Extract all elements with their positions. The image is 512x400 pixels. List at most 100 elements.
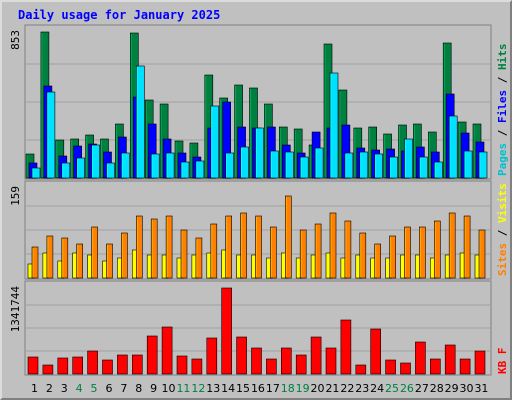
pages-bar [61, 162, 71, 179]
day-label: 4 [76, 382, 83, 395]
sites-bar [136, 215, 143, 279]
visits-panel-border [24, 180, 492, 280]
kbytes-panel-border [24, 280, 492, 376]
kbytes-panel-ymax-label: 1341744 [9, 286, 22, 333]
sites-bar [165, 215, 173, 279]
kbytes-bar [42, 364, 54, 375]
pages-bar [150, 153, 160, 179]
legend-entry: / [496, 70, 509, 90]
kbytes-bar [385, 359, 396, 375]
visits-panel-legend: Sites / Visits [496, 183, 509, 276]
sites-bar [31, 246, 39, 279]
kbytes-bar [161, 326, 173, 375]
pages-bar [404, 138, 413, 179]
sites-bar [299, 229, 307, 279]
kbytes-bar [370, 328, 382, 375]
pages-bar [314, 147, 324, 179]
day-label: 7 [120, 382, 127, 395]
sites-bar [46, 235, 54, 279]
kbytes-bar [206, 337, 218, 375]
kbytes-bar [57, 357, 69, 375]
day-label: 13 [206, 382, 220, 395]
sites-bar [374, 243, 382, 279]
kbytes-bar [251, 347, 262, 375]
kbytes-bar [325, 347, 337, 375]
day-label: 12 [191, 382, 205, 395]
day-label: 25 [385, 382, 399, 395]
sites-bar [448, 212, 456, 279]
kbytes-bar [415, 341, 426, 375]
kbytes-bar [444, 344, 456, 375]
sites-bar [463, 215, 471, 279]
sites-bar [270, 226, 277, 279]
kbytes-bar [117, 354, 128, 375]
kbytes-bar [429, 358, 441, 375]
day-label: 30 [460, 382, 474, 395]
sites-bar [225, 215, 232, 279]
kbytes-bar [27, 356, 39, 375]
sites-bar [106, 243, 113, 279]
sites-bar [433, 220, 441, 279]
hits-panel-border [24, 24, 492, 180]
sites-bar [91, 226, 98, 279]
legend-entry: Visits [496, 183, 509, 223]
kbytes-bar [72, 356, 83, 375]
kbytes-bar [266, 358, 277, 375]
sites-bar [314, 223, 322, 279]
kbytes-bar [221, 287, 232, 375]
pages-bar [136, 65, 145, 179]
sites-bar [478, 229, 486, 279]
kbytes-bar [280, 347, 292, 375]
kbytes-bar [310, 336, 322, 375]
legend-entry: KB F [496, 348, 509, 375]
sites-bar [121, 232, 128, 279]
kbytes-bar [146, 335, 158, 375]
legend-entry: Hits [496, 44, 509, 71]
pages-bar [463, 150, 473, 179]
kbytes-bar [459, 358, 471, 375]
sites-bar [240, 212, 247, 279]
pages-bar [31, 167, 41, 179]
day-label: 26 [400, 382, 414, 395]
kbytes-bar [355, 364, 367, 375]
kbytes-bar [340, 319, 352, 375]
pages-bar [255, 127, 264, 179]
pages-bar [448, 115, 458, 179]
pages-bar [344, 152, 354, 179]
sites-bar [329, 212, 337, 279]
sites-bar [359, 232, 367, 279]
legend-entry: / [496, 123, 509, 143]
sites-bar [195, 237, 203, 279]
kbytes-bar [102, 359, 113, 375]
hits-panel-legend: Pages / Files / Hits [496, 44, 509, 177]
day-label: 23 [355, 382, 369, 395]
chart-title: Daily usage for January 2025 [18, 8, 221, 22]
kbytes-bar [191, 358, 203, 375]
legend-entry: Pages [496, 143, 509, 176]
pages-bar [478, 151, 488, 179]
day-label: 31 [474, 382, 488, 395]
kbytes-bar [400, 362, 411, 375]
legend-entry: Sites [496, 243, 509, 276]
day-label: 11 [176, 382, 190, 395]
pages-bar [359, 151, 369, 179]
sites-bar [344, 220, 352, 279]
kbytes-panel-legend: KB F [496, 348, 509, 375]
day-label: 17 [266, 382, 280, 395]
kbytes-bar [474, 350, 486, 375]
sites-bar [210, 223, 218, 279]
pages-bar [180, 161, 190, 179]
sites-bar [76, 243, 83, 279]
pages-bar [329, 72, 339, 179]
kbytes-bar [87, 350, 98, 375]
sites-bar [404, 226, 411, 279]
day-label: 3 [61, 382, 68, 395]
kbytes-bar [236, 336, 247, 375]
day-label: 8 [135, 382, 142, 395]
pages-bar [419, 156, 428, 179]
day-label: 20 [311, 382, 325, 395]
day-label: 6 [105, 382, 112, 395]
pages-bar [240, 146, 249, 179]
sites-bar [61, 237, 69, 279]
